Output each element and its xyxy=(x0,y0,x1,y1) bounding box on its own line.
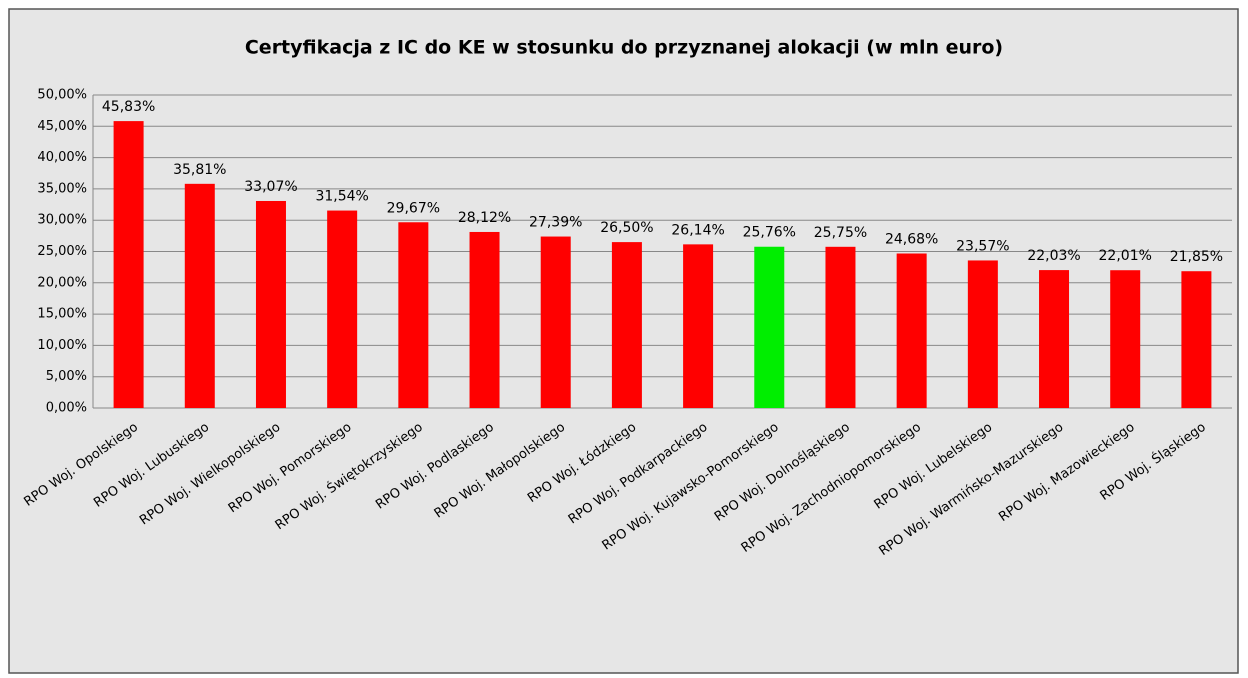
y-tick-label: 10,00% xyxy=(37,338,87,353)
data-label: 22,03% xyxy=(1027,248,1080,264)
bar xyxy=(327,210,358,408)
data-label: 21,85% xyxy=(1170,249,1223,265)
data-label: 27,39% xyxy=(529,215,582,231)
data-label: 29,67% xyxy=(387,200,440,216)
data-label: 26,14% xyxy=(671,222,724,238)
bar xyxy=(469,231,500,408)
bar xyxy=(754,246,785,408)
data-label: 25,75% xyxy=(814,225,867,241)
data-label: 35,81% xyxy=(173,162,226,178)
bar xyxy=(611,242,642,408)
bar xyxy=(113,121,144,409)
data-label: 45,83% xyxy=(102,99,155,115)
data-label: 28,12% xyxy=(458,210,511,226)
data-label: 25,76% xyxy=(743,225,796,241)
y-tick-label: 50,00% xyxy=(37,88,87,103)
y-tick-label: 30,00% xyxy=(37,213,87,228)
y-tick-label: 15,00% xyxy=(37,307,87,322)
y-tick-label: 5,00% xyxy=(46,369,87,384)
data-label: 26,50% xyxy=(600,220,653,236)
bar xyxy=(255,200,286,408)
data-label: 31,54% xyxy=(315,189,368,205)
bar xyxy=(1039,270,1070,408)
bar xyxy=(540,236,571,408)
y-tick-label: 45,00% xyxy=(37,119,87,134)
data-label: 24,68% xyxy=(885,232,938,248)
bar xyxy=(967,260,998,408)
bar xyxy=(184,183,215,408)
bar xyxy=(825,246,856,408)
bar xyxy=(1181,271,1212,408)
bar xyxy=(1110,270,1141,408)
y-tick-label: 25,00% xyxy=(37,244,87,259)
bar xyxy=(683,244,714,408)
data-label: 22,01% xyxy=(1099,248,1152,264)
y-tick-label: 40,00% xyxy=(37,150,87,165)
bar xyxy=(398,222,429,408)
chart-title: Certyfikacja z IC do KE w stosunku do pr… xyxy=(245,37,1003,59)
y-tick-label: 35,00% xyxy=(37,181,87,196)
bar xyxy=(896,253,927,408)
data-label: 23,57% xyxy=(956,238,1009,254)
y-tick-label: 0,00% xyxy=(46,401,87,416)
data-label: 33,07% xyxy=(244,179,297,195)
y-tick-label: 20,00% xyxy=(37,275,87,290)
